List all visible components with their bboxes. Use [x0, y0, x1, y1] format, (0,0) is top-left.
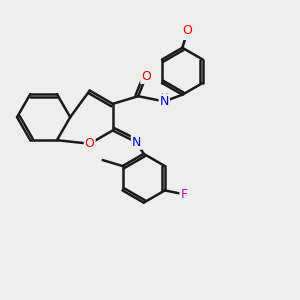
Text: H: H: [160, 93, 168, 103]
Text: N: N: [160, 95, 169, 108]
Text: O: O: [85, 137, 94, 150]
Text: O: O: [182, 24, 192, 38]
Text: O: O: [141, 70, 151, 83]
Text: F: F: [180, 188, 188, 201]
Text: N: N: [132, 136, 141, 149]
